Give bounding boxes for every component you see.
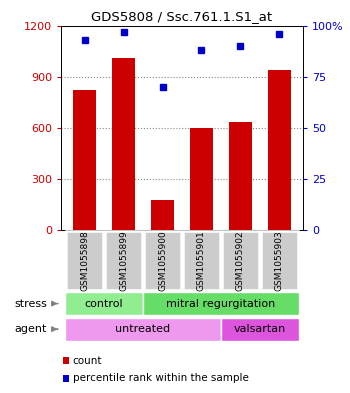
Bar (66, 231, 103, 290)
Bar (105, 231, 142, 290)
Text: GSM1055903: GSM1055903 (275, 230, 284, 291)
Text: GSM1055899: GSM1055899 (119, 230, 128, 291)
Text: agent: agent (15, 324, 47, 334)
Text: control: control (85, 299, 124, 309)
Bar (65, 318, 221, 341)
Text: GSM1055898: GSM1055898 (80, 230, 89, 291)
Bar (144, 231, 181, 290)
Bar (222, 231, 259, 290)
Text: untreated: untreated (116, 324, 170, 334)
Bar (112, 58, 135, 230)
Bar (229, 122, 252, 230)
Text: count: count (73, 356, 102, 366)
Title: GDS5808 / Ssc.761.1.S1_at: GDS5808 / Ssc.761.1.S1_at (91, 10, 273, 23)
Bar (183, 231, 220, 290)
Bar (143, 292, 299, 315)
Bar (261, 231, 298, 290)
Text: stress: stress (14, 299, 47, 309)
Text: percentile rank within the sample: percentile rank within the sample (73, 373, 248, 383)
Text: GSM1055901: GSM1055901 (197, 230, 206, 291)
Text: mitral regurgitation: mitral regurgitation (166, 299, 275, 309)
Bar (73, 90, 96, 230)
Bar (190, 128, 213, 230)
Bar (65, 292, 143, 315)
Bar (151, 200, 174, 230)
Text: valsartan: valsartan (234, 324, 286, 334)
Text: GSM1055900: GSM1055900 (158, 230, 167, 291)
Text: GSM1055902: GSM1055902 (236, 230, 245, 291)
Bar (221, 318, 299, 341)
Bar (268, 70, 291, 230)
